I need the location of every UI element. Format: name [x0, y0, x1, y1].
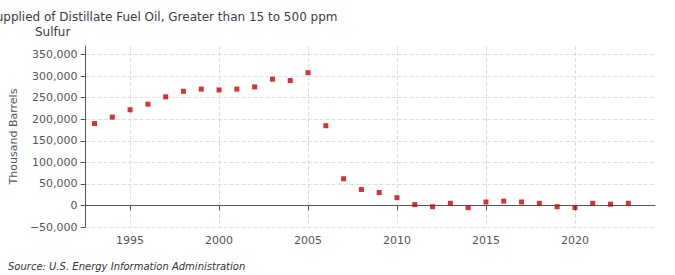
- svg-text:Source: U.S. Energy Informatio: Source: U.S. Energy Information Administ…: [8, 261, 245, 272]
- svg-text:2005: 2005: [294, 234, 322, 247]
- svg-text:200,000: 200,000: [32, 113, 78, 126]
- svg-text:2000: 2000: [205, 234, 233, 247]
- svg-text:0: 0: [71, 199, 78, 212]
- svg-text:250,000: 250,000: [32, 91, 78, 104]
- svg-text:2020: 2020: [561, 234, 589, 247]
- svg-text:Thousand Barrels: Thousand Barrels: [7, 88, 20, 185]
- svg-text:50,000: 50,000: [39, 177, 78, 190]
- svg-text:150,000: 150,000: [32, 134, 78, 147]
- svg-text:2010: 2010: [383, 234, 411, 247]
- svg-text:300,000: 300,000: [32, 70, 78, 83]
- svg-text:350,000: 350,000: [32, 48, 78, 61]
- svg-text:−50,000: −50,000: [30, 221, 78, 234]
- svg-text:2015: 2015: [472, 234, 500, 247]
- svg-text:100,000: 100,000: [32, 156, 78, 169]
- svg-text:Sulfur: Sulfur: [35, 25, 70, 39]
- svg-text:Annual East Coast (PADD 1) Pro: Annual East Coast (PADD 1) Product Suppl…: [0, 10, 338, 24]
- svg-text:1995: 1995: [116, 234, 144, 247]
